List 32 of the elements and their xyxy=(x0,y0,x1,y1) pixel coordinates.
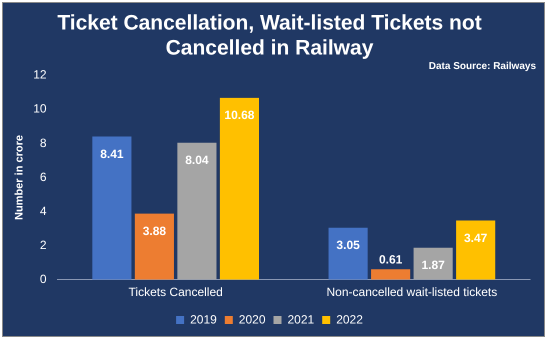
y-tick-label: 8 xyxy=(40,136,47,150)
bar xyxy=(220,98,259,280)
data-label: 8.41 xyxy=(100,146,124,161)
legend-label: 2020 xyxy=(238,312,266,326)
bar xyxy=(456,220,496,280)
y-tick-label: 0 xyxy=(40,272,47,286)
bar xyxy=(134,214,174,280)
data-label: 3.88 xyxy=(142,224,166,238)
chart-title: Ticket Cancellation, Wait-listed Tickets not Cancelled in Railway xyxy=(57,11,482,60)
data-label: 8.04 xyxy=(185,153,209,168)
x-tick-label: Tickets Cancelled xyxy=(128,285,223,300)
bar xyxy=(414,248,453,280)
data-label: 3.05 xyxy=(336,238,360,252)
legend-label: 2022 xyxy=(336,312,364,326)
source-note: Data Source: Railways xyxy=(428,60,536,72)
y-tick-label: 4 xyxy=(40,204,47,218)
bar xyxy=(328,228,368,280)
x-tick-label: Non-cancelled wait-listed tickets xyxy=(326,285,498,300)
y-tick-label: 10 xyxy=(33,102,47,116)
y-tick-label: 6 xyxy=(40,170,47,184)
data-label: 10.68 xyxy=(224,108,255,122)
legend-label: 2019 xyxy=(190,312,218,326)
bar xyxy=(371,269,410,280)
y-tick-label: 2 xyxy=(40,238,47,252)
legend-label: 2021 xyxy=(288,312,315,326)
y-tick-label: 12 xyxy=(33,68,47,82)
data-label: 1.87 xyxy=(421,258,446,272)
data-label: 3.47 xyxy=(464,230,488,245)
data-label: 0.61 xyxy=(378,252,403,267)
bar xyxy=(92,136,132,280)
bar xyxy=(177,142,216,280)
y-axis-title: Number in crore xyxy=(14,135,26,220)
